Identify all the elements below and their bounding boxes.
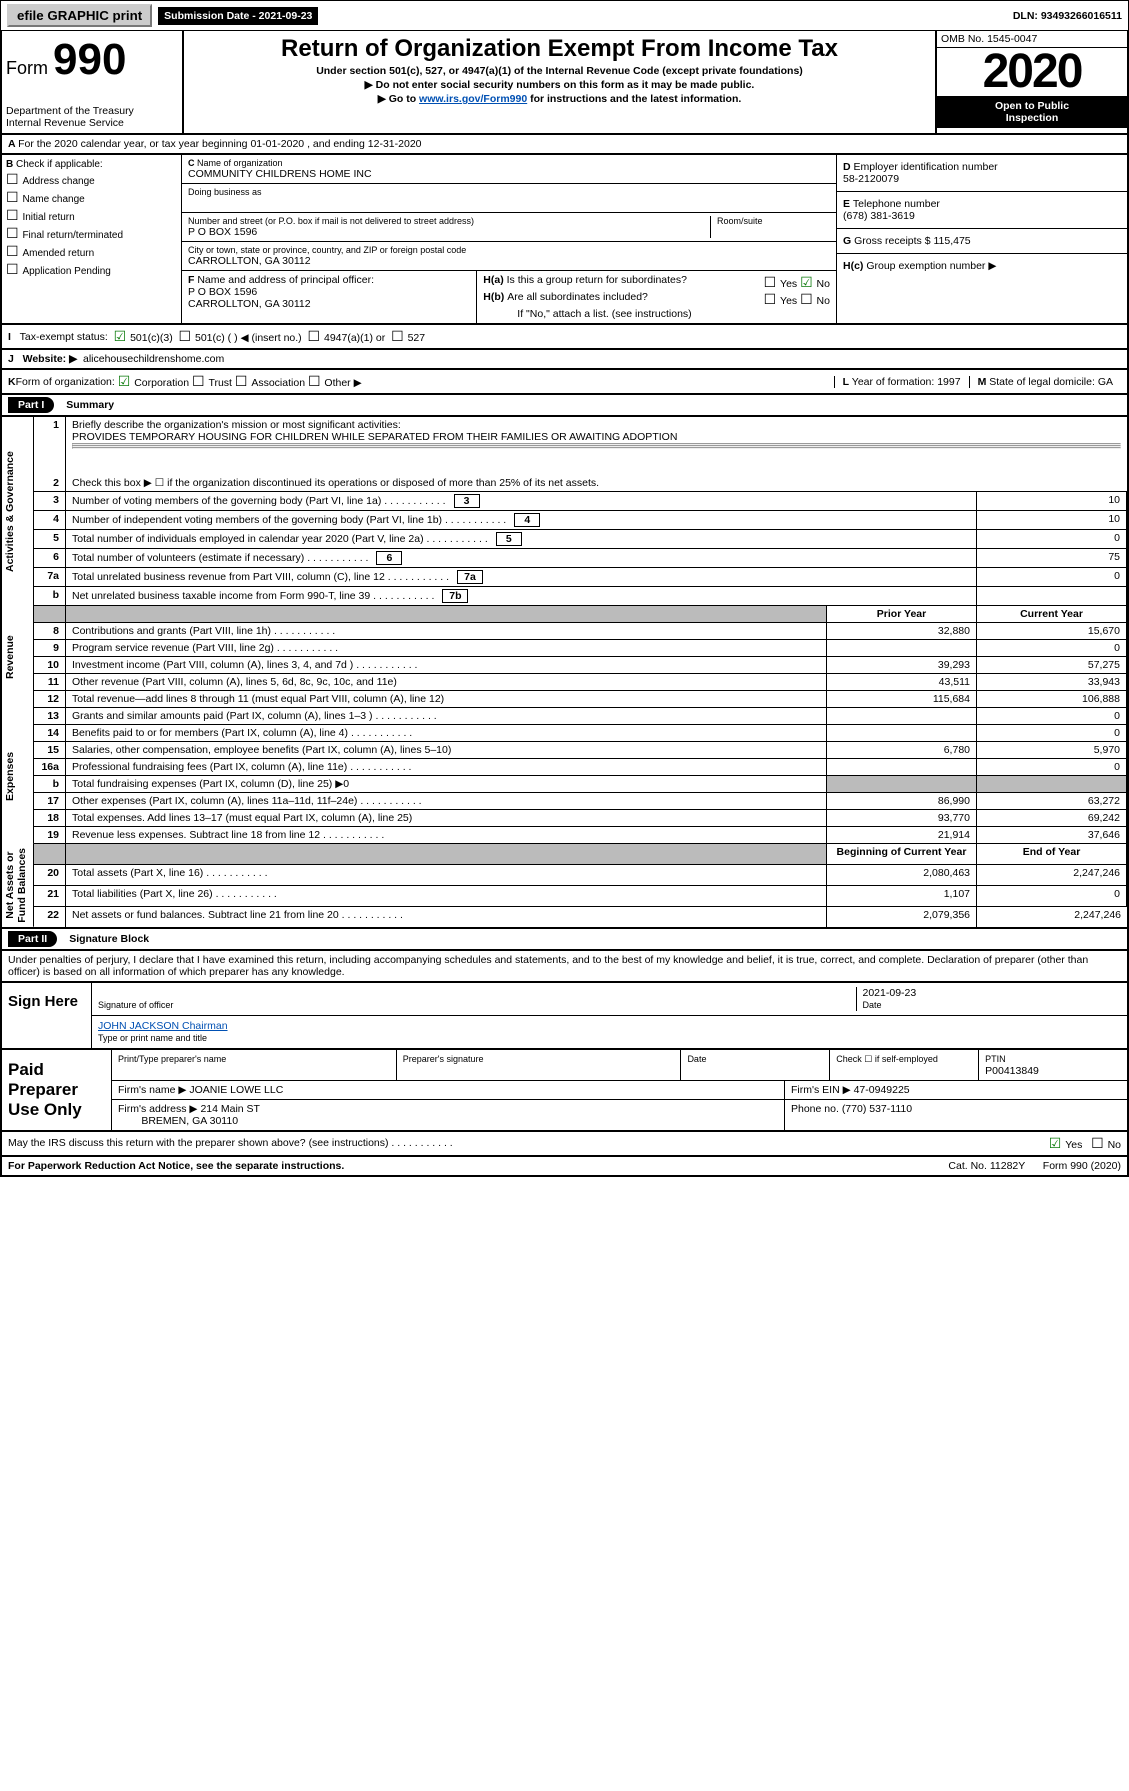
firm-name: JOANIE LOWE LLC bbox=[189, 1084, 283, 1096]
telephone: (678) 381-3619 bbox=[843, 210, 1121, 222]
org-name: COMMUNITY CHILDRENS HOME INC bbox=[188, 168, 830, 180]
ha-no[interactable]: No bbox=[800, 278, 830, 290]
chk-501c[interactable]: 501(c) ( ) ◀ (insert no.) bbox=[179, 328, 302, 345]
chk-app-pending[interactable]: Application Pending bbox=[6, 261, 177, 278]
mission-text: PROVIDES TEMPORARY HOUSING FOR CHILDREN … bbox=[72, 431, 677, 443]
open-public-badge: Open to Public Inspection bbox=[937, 96, 1127, 128]
chk-527[interactable]: 527 bbox=[391, 328, 425, 345]
year-box: OMB No. 1545-0047 2020 Open to Public In… bbox=[937, 31, 1127, 133]
side-revenue: Revenue bbox=[2, 606, 34, 708]
val-3: 10 bbox=[977, 492, 1127, 511]
firm-phone: (770) 537-1110 bbox=[842, 1103, 912, 1115]
ha-yes[interactable]: Yes bbox=[764, 278, 798, 290]
chk-corporation[interactable]: Corporation bbox=[118, 373, 189, 390]
submission-date: Submission Date - 2021-09-23 bbox=[158, 7, 318, 25]
sign-here-block: Sign Here Signature of officer 2021-09-2… bbox=[0, 983, 1129, 1050]
part2-hdr: Part II bbox=[8, 931, 57, 947]
col-c-org-info: C Name of organization COMMUNITY CHILDRE… bbox=[182, 155, 837, 323]
discuss-yes[interactable]: Yes bbox=[1049, 1139, 1083, 1151]
hb-yes[interactable]: Yes bbox=[764, 295, 798, 307]
chk-final-return[interactable]: Final return/terminated bbox=[6, 225, 177, 242]
chk-501c3[interactable]: 501(c)(3) bbox=[114, 328, 173, 345]
chk-4947[interactable]: 4947(a)(1) or bbox=[308, 328, 386, 345]
side-netassets: Net Assets or Fund Balances bbox=[2, 844, 34, 927]
org-city: CARROLLTON, GA 30112 bbox=[188, 255, 830, 267]
gross-receipts: 115,475 bbox=[933, 235, 970, 247]
discuss-no[interactable]: No bbox=[1091, 1139, 1121, 1151]
col-d-right: D Employer identification number 58-2120… bbox=[837, 155, 1127, 323]
ein: 58-2120079 bbox=[843, 173, 1121, 185]
discuss-row: May the IRS discuss this return with the… bbox=[0, 1132, 1129, 1157]
chk-amended-return[interactable]: Amended return bbox=[6, 243, 177, 260]
org-address: P O BOX 1596 bbox=[188, 226, 474, 238]
form-number-box: Form 990 Department of the Treasury Inte… bbox=[2, 31, 182, 133]
chk-other[interactable]: Other ▶ bbox=[308, 373, 362, 390]
website: alicehousechildrenshome.com bbox=[83, 353, 224, 365]
summary-table: Activities & Governance 1 Briefly descri… bbox=[0, 417, 1129, 929]
row-i-tax-exempt: I Tax-exempt status: 501(c)(3) 501(c) ( … bbox=[0, 325, 1129, 350]
dept-treasury: Department of the Treasury Internal Reve… bbox=[6, 105, 178, 129]
chk-name-change[interactable]: Name change bbox=[6, 189, 177, 206]
col-b-checkboxes: B Check if applicable: Address change Na… bbox=[2, 155, 182, 323]
dln: DLN: 93493266016511 bbox=[1007, 7, 1128, 25]
footer: For Paperwork Reduction Act Notice, see … bbox=[0, 1157, 1129, 1177]
chk-initial-return[interactable]: Initial return bbox=[6, 207, 177, 224]
side-expenses: Expenses bbox=[2, 708, 34, 844]
top-bar: efile GRAPHIC print Submission Date - 20… bbox=[0, 0, 1129, 31]
row-klm: K Form of organization: Corporation Trus… bbox=[0, 370, 1129, 395]
row-a-tax-year: A For the 2020 calendar year, or tax yea… bbox=[0, 135, 1129, 155]
firm-ein: 47-0949225 bbox=[854, 1084, 910, 1096]
chk-association[interactable]: Association bbox=[235, 373, 305, 390]
ptin: P00413849 bbox=[985, 1065, 1039, 1077]
part1-hdr: Part I bbox=[8, 397, 54, 413]
perjury-declaration: Under penalties of perjury, I declare th… bbox=[0, 951, 1129, 983]
room-suite: Room/suite bbox=[710, 216, 830, 238]
irs-link[interactable]: www.irs.gov/Form990 bbox=[419, 93, 527, 105]
hb-no[interactable]: No bbox=[800, 295, 830, 307]
efile-print-button[interactable]: efile GRAPHIC print bbox=[7, 4, 152, 27]
paid-preparer-block: Paid Preparer Use Only Print/Type prepar… bbox=[0, 1050, 1129, 1132]
sig-date: 2021-09-23 bbox=[863, 987, 917, 999]
chk-address-change[interactable]: Address change bbox=[6, 171, 177, 188]
side-activities: Activities & Governance bbox=[2, 417, 34, 606]
row-j-website: J Website: ▶ alicehousechildrenshome.com bbox=[0, 350, 1129, 370]
officer-name-link[interactable]: JOHN JACKSON Chairman bbox=[98, 1020, 228, 1032]
form-title-box: Return of Organization Exempt From Incom… bbox=[182, 31, 937, 133]
chk-trust[interactable]: Trust bbox=[192, 373, 232, 390]
